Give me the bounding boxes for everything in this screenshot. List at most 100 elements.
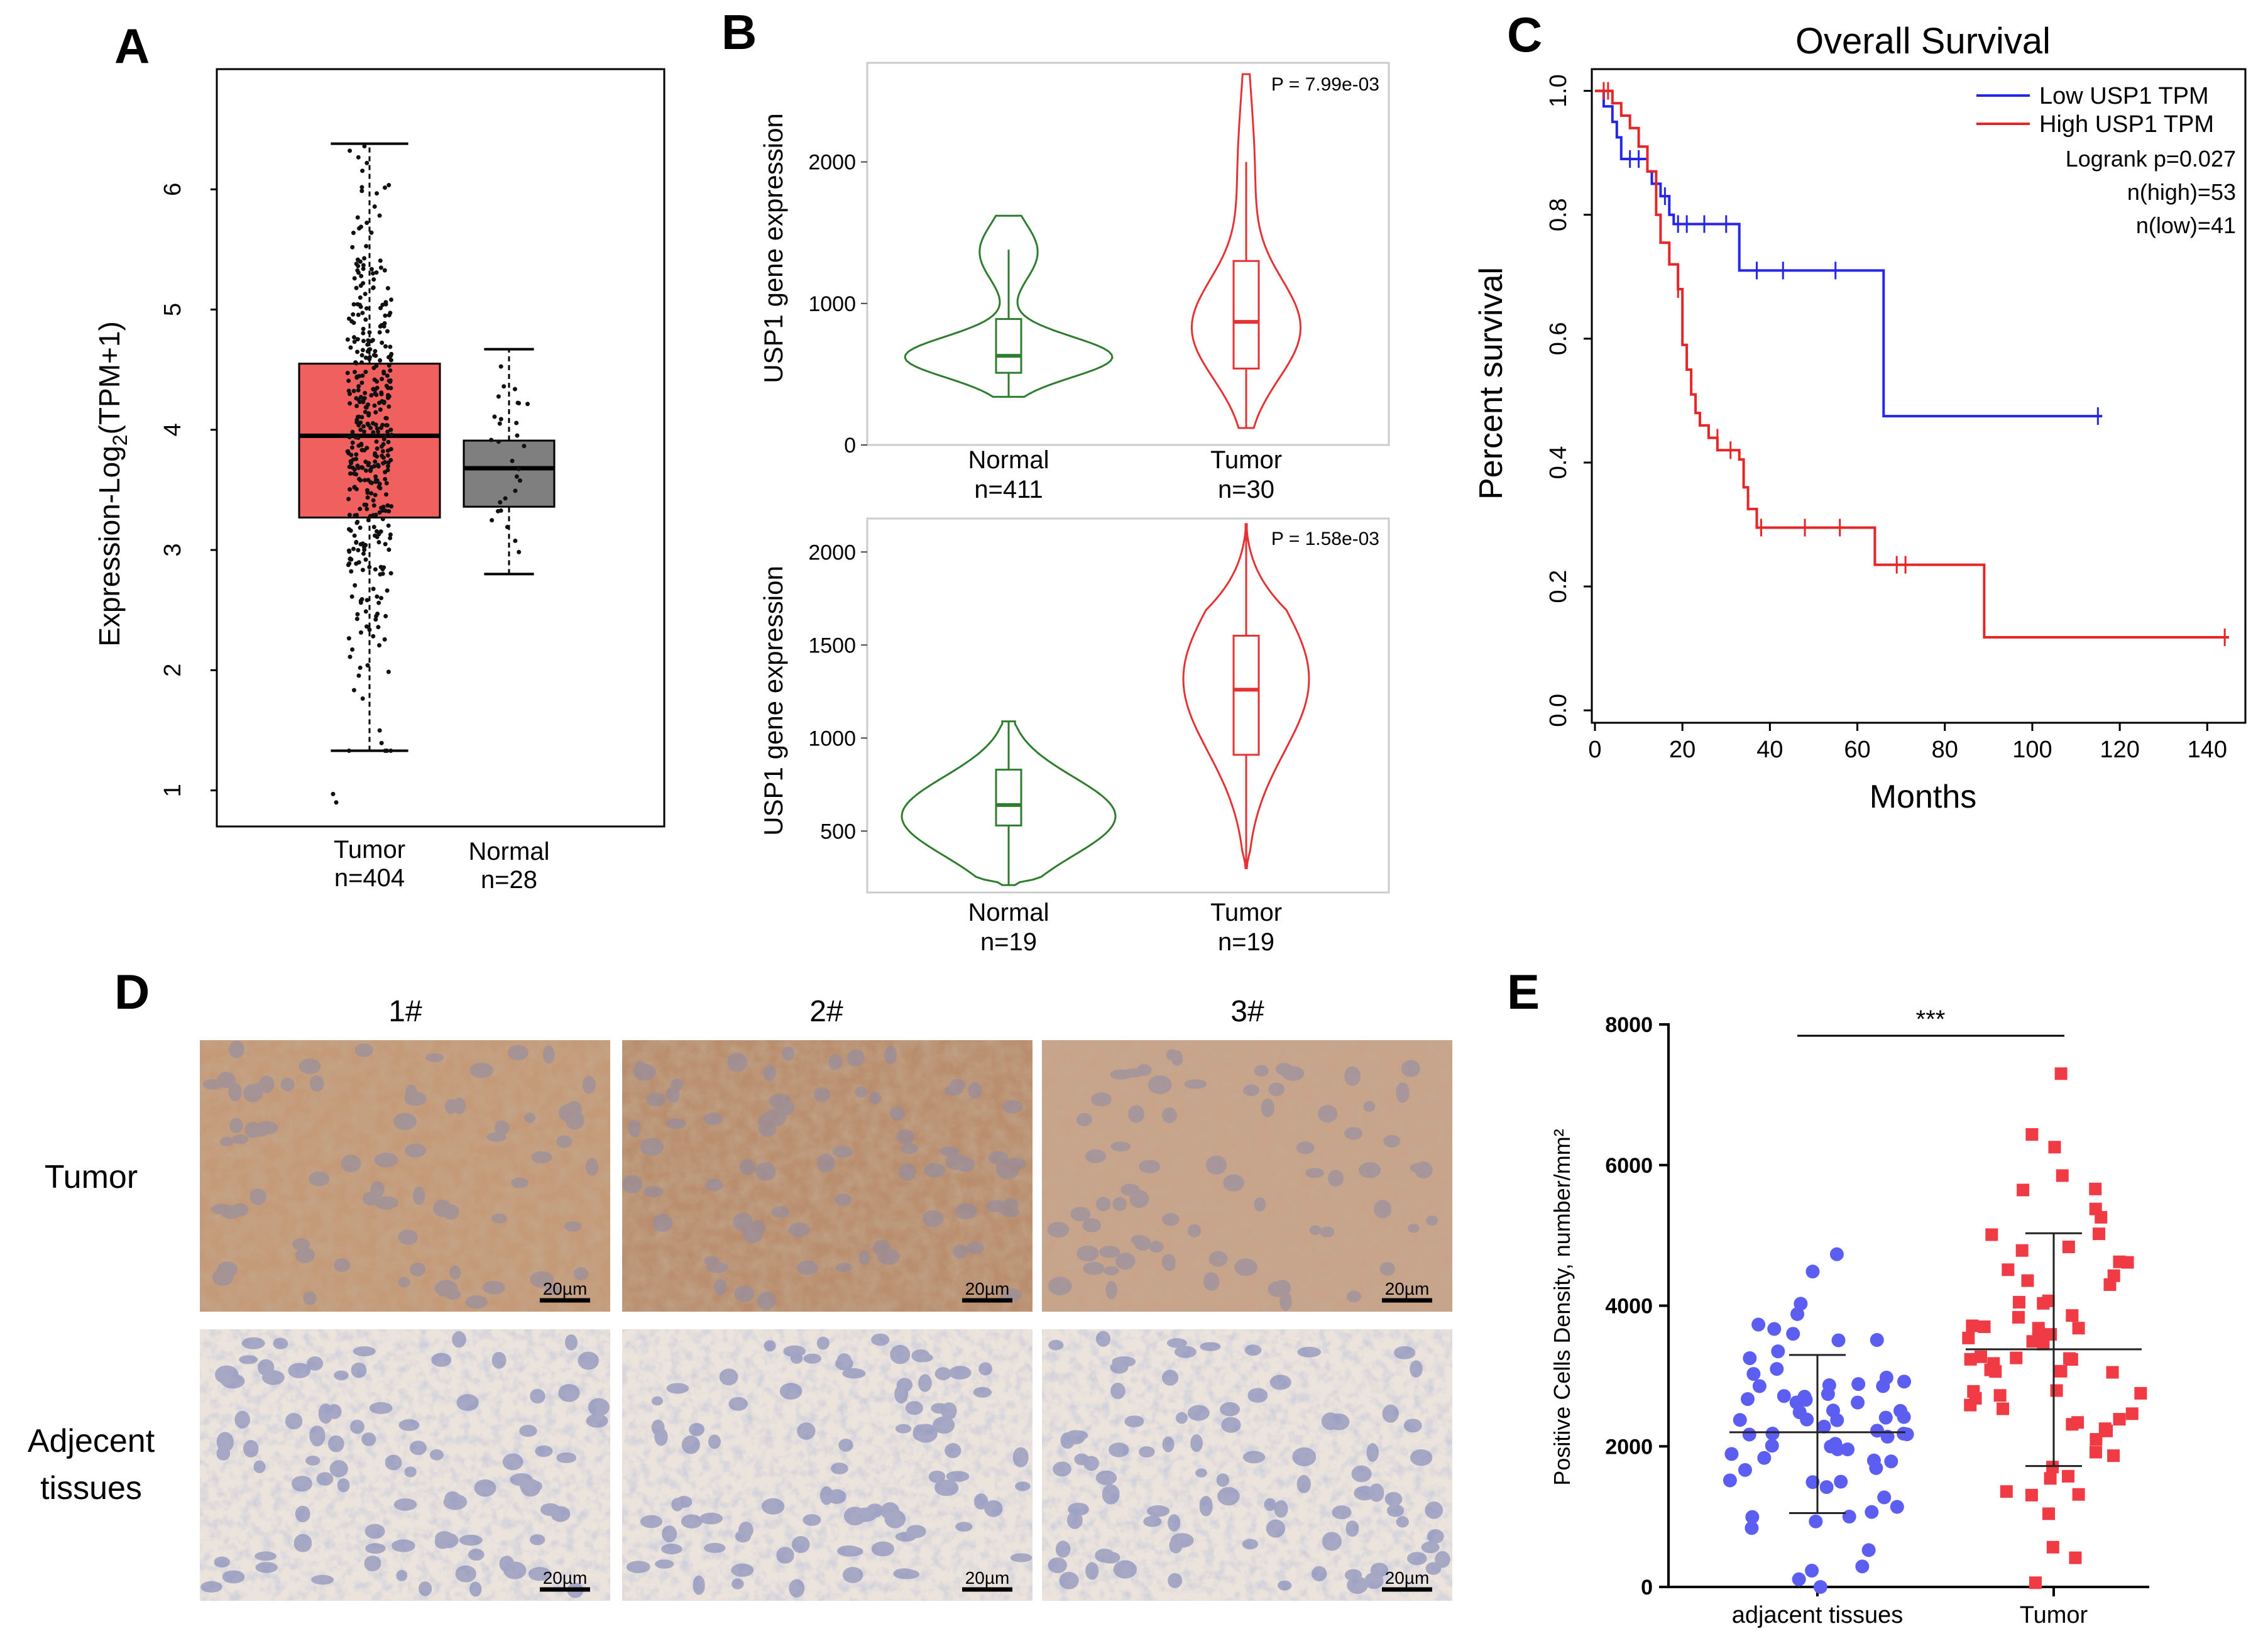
- group-label-normal-a: Normal: [469, 838, 550, 865]
- data-point-adjacent: [1879, 1370, 1893, 1385]
- x-tick-label-c: 100: [2012, 737, 2052, 763]
- data-point-tumor: [2089, 1182, 2102, 1195]
- data-point-adjacent: [1786, 1327, 1800, 1341]
- data-point-adjacent: [1767, 1322, 1782, 1336]
- data-point-adjacent: [1770, 1362, 1784, 1376]
- data-point-adjacent: [1865, 1505, 1879, 1519]
- panel-d: D 1# 2# 3# Tumor Adjecent tissues 20µm 20…: [28, 964, 1452, 1601]
- data-point-tumor: [2054, 1364, 2068, 1378]
- y-axis-label-e: Positive Cells Density, number/mm²: [1549, 1129, 1575, 1485]
- data-point-tumor: [2032, 1325, 2045, 1339]
- nuclei: [202, 1041, 599, 1309]
- data-point-tumor: [2090, 1433, 2103, 1446]
- y-tick-label-e: 0: [1641, 1576, 1653, 1600]
- data-point-tumor: [2050, 1384, 2063, 1397]
- data-point-tumor: [2093, 1227, 2106, 1241]
- data-point-tumor: [2025, 1128, 2039, 1141]
- data-point-tumor: [2048, 1141, 2061, 1154]
- tissue-texture: [622, 1329, 1033, 1601]
- data-point-tumor: [2062, 1240, 2075, 1253]
- group-n-tumor-b-bottom: n=19: [1218, 928, 1274, 956]
- x-tick-label-c: 20: [1669, 737, 1696, 763]
- group-label-normal-b-bottom: Normal: [968, 899, 1049, 926]
- y-tick-label-B-top: 0: [844, 434, 856, 458]
- y-tick-label-a: 5: [160, 303, 186, 316]
- x-tick-label-c: 0: [1588, 737, 1601, 763]
- data-point-adjacent: [1723, 1473, 1737, 1488]
- y-axis-e: 0 2000 4000 6000 8000: [1605, 1013, 2149, 1600]
- data-point-adjacent: [1792, 1405, 1807, 1420]
- data-point-tumor: [2015, 1244, 2029, 1257]
- nuclei: [200, 1331, 610, 1598]
- data-point-tumor: [2089, 1202, 2102, 1216]
- data-point-adjacent: [1752, 1379, 1767, 1393]
- group-label-tumor-b-bottom: Tumor: [1210, 899, 1282, 926]
- group-n-tumor-a: n=404: [334, 864, 405, 892]
- scale-bar-label: 20µm: [965, 1279, 1010, 1298]
- data-point-adjacent: [1851, 1377, 1866, 1391]
- data-point-adjacent: [1745, 1521, 1759, 1535]
- y-tick-label-a: 4: [160, 423, 186, 436]
- y-tick-label-e: 2000: [1605, 1435, 1653, 1459]
- column-label-3: 3#: [1230, 995, 1264, 1028]
- data-point-tumor: [2017, 1183, 2030, 1197]
- data-point-tumor: [2103, 1278, 2117, 1292]
- data-point-adjacent: [1805, 1475, 1820, 1490]
- data-point-adjacent: [1877, 1490, 1892, 1505]
- data-point-tumor: [2054, 1067, 2068, 1080]
- km-curve-high: [1595, 89, 2230, 639]
- data-point-tumor: [2072, 1488, 2085, 1501]
- plot-frame-c: [1591, 68, 2247, 724]
- data-point-adjacent: [1757, 1451, 1772, 1465]
- histology-image-adjacent-1: 20µm: [200, 1329, 610, 1601]
- data-point-tumor: [2072, 1322, 2085, 1335]
- y-axis-label-c: Percent survival: [1473, 267, 1509, 500]
- y-axis-b-top: 0 1000 2000: [808, 151, 867, 458]
- legend-logrank: Logrank p=0.027: [2066, 146, 2236, 172]
- km-curves-c: [1595, 82, 2230, 646]
- violin-normal: [901, 720, 1117, 886]
- panel-a: A 1 2 3 4 5 6 Expression-Log2(TPM+1) Tumor n=…: [93, 18, 666, 894]
- panel-letter-e: E: [1507, 964, 1540, 1019]
- scatter-points-e: [1723, 1067, 2147, 1594]
- data-point-tumor: [2106, 1366, 2119, 1379]
- data-point-adjacent: [1830, 1413, 1844, 1427]
- y-tick-label-c: 1.0: [1545, 74, 1572, 107]
- significance-label: ***: [1916, 1006, 1946, 1033]
- scale-bar-label: 20µm: [543, 1279, 588, 1298]
- data-point-adjacent: [1884, 1454, 1898, 1469]
- data-point-adjacent: [1861, 1543, 1876, 1557]
- plot-frame-b-top: [866, 62, 1390, 446]
- data-point-tumor: [2113, 1255, 2126, 1268]
- nuclei: [1048, 1331, 1450, 1594]
- data-point-adjacent: [1870, 1424, 1885, 1438]
- data-point-tumor: [2113, 1413, 2126, 1426]
- data-point-adjacent: [1880, 1429, 1895, 1444]
- data-point-tumor: [2062, 1469, 2075, 1483]
- data-point-adjacent: [1733, 1413, 1747, 1427]
- group-n-tumor-b-top: n=30: [1218, 476, 1274, 503]
- data-point-tumor: [1964, 1353, 1977, 1366]
- data-point-tumor: [2107, 1449, 2120, 1463]
- data-point-adjacent: [1745, 1510, 1760, 1524]
- data-point-adjacent: [1724, 1447, 1739, 1461]
- data-point-adjacent: [1878, 1410, 1893, 1425]
- scale-bar-label: 20µm: [543, 1568, 588, 1588]
- plot-frame-a: [216, 68, 666, 828]
- panel-letter-a: A: [114, 18, 150, 74]
- y-tick-label-a: 6: [160, 183, 186, 196]
- data-point-tumor: [2100, 1424, 2113, 1437]
- y-tick-label-c: 0.4: [1545, 446, 1572, 480]
- data-point-tumor: [1964, 1398, 1977, 1412]
- data-point-adjacent: [1765, 1427, 1780, 1441]
- data-point-adjacent: [1797, 1390, 1812, 1404]
- axes-c: 0 20 40 60 80 100 120 140 0.0 0.2 0.4 0.6 0.8 1.0: [1545, 74, 2227, 763]
- violin-box-normal: [995, 318, 1022, 374]
- x-tick-label-c: 40: [1756, 737, 1783, 763]
- y-tick-label-a: 2: [160, 664, 186, 677]
- jitter-points-a: [331, 144, 530, 805]
- legend-n-low: n(low)=41: [2136, 212, 2236, 238]
- data-point-tumor: [2071, 1416, 2084, 1429]
- violin-tumor: [1190, 73, 1302, 429]
- data-point-adjacent: [1805, 1265, 1820, 1279]
